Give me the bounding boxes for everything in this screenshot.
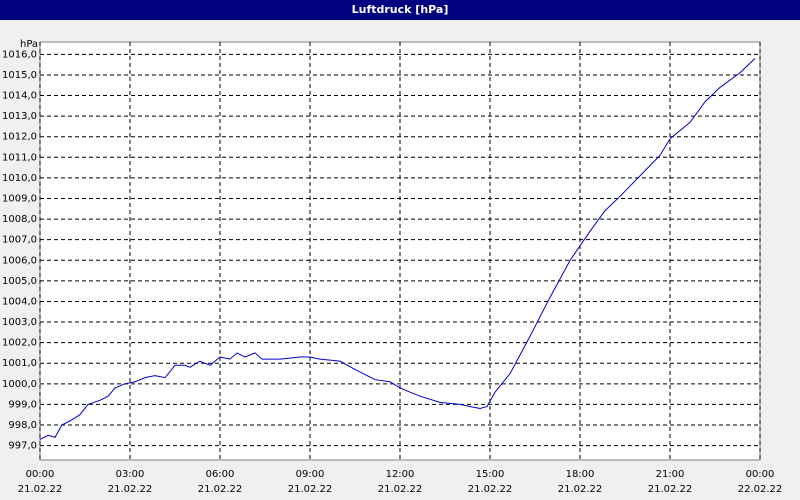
y-tick-label: 1006,0 (2, 255, 37, 266)
x-tick-date: 21.02.22 (18, 484, 63, 495)
x-tick-date: 21.02.22 (558, 484, 603, 495)
x-tick-date: 21.02.22 (468, 484, 513, 495)
y-tick-label: 1015,0 (2, 70, 37, 81)
y-axis-label: hPa (20, 39, 38, 50)
x-tick-label: 18:00 (566, 469, 595, 480)
y-tick-label: 1007,0 (2, 235, 37, 246)
y-tick-label: 1003,0 (2, 317, 37, 328)
y-tick-label: 1008,0 (2, 214, 37, 225)
y-tick-label: 1014,0 (2, 91, 37, 102)
y-tick-label: 1002,0 (2, 338, 37, 349)
y-tick-label: 1009,0 (2, 193, 37, 204)
title-bar: Luftdruck [hPa] (0, 0, 800, 20)
y-tick-label: 1013,0 (2, 111, 37, 122)
x-tick-label: 00:00 (746, 469, 775, 480)
x-tick-label: 06:00 (206, 469, 235, 480)
y-tick-label: 1010,0 (2, 173, 37, 184)
y-tick-label: 1004,0 (2, 296, 37, 307)
x-tick-date: 22.02.22 (738, 484, 783, 495)
y-tick-label: 1005,0 (2, 276, 37, 287)
y-tick-label: 1016,0 (2, 49, 37, 60)
x-tick-date: 21.02.22 (378, 484, 423, 495)
x-tick-date: 21.02.22 (108, 484, 153, 495)
x-tick-label: 00:00 (26, 469, 55, 480)
y-tick-label: 999,0 (8, 399, 37, 410)
y-tick-label: 1000,0 (2, 379, 37, 390)
y-tick-label: 1001,0 (2, 358, 37, 369)
x-tick-label: 21:00 (656, 469, 685, 480)
chart: hPa 997,0 998,0 999,0 1000,0 1001,0 1002,0 100… (2, 39, 783, 495)
y-tick-label: 1011,0 (2, 152, 37, 163)
y-tick-label: 1012,0 (2, 132, 37, 143)
x-tick-label: 12:00 (386, 469, 415, 480)
line-series (39, 58, 756, 440)
y-tick-label: 997,0 (8, 441, 37, 452)
plot-area (39, 41, 761, 461)
x-tick-label: 15:00 (476, 469, 505, 480)
x-tick-date: 21.02.22 (288, 484, 333, 495)
x-tick-label: 09:00 (296, 469, 325, 480)
x-tick-date: 21.02.22 (198, 484, 243, 495)
x-tick-label: 03:00 (116, 469, 145, 480)
x-tick-date: 21.02.22 (648, 484, 693, 495)
y-tick-label: 998,0 (8, 420, 37, 431)
